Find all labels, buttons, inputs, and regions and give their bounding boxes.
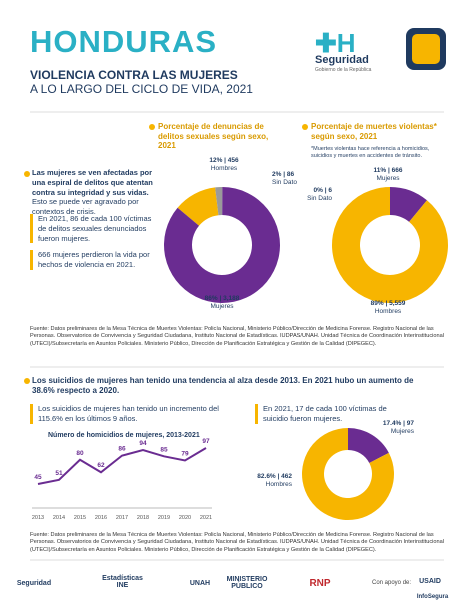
lead: Los suicidios de mujeres han tenido una … [32,376,414,396]
data-label: 79 [181,450,189,457]
x-tick-label: 2020 [179,515,191,521]
subtitle: A LO LARGO DEL CICLO DE VIDA, 2021 [30,82,253,96]
donut-segment [177,187,219,226]
category-label: Sin Dato [272,179,297,186]
footer-logo: UNAH [189,580,211,587]
x-tick-label: 2021 [200,515,212,521]
title: HONDURAS [30,24,218,59]
value-label: 17.4% | 97 [383,420,414,427]
data-label: 62 [97,462,105,469]
chart-title: Porcentaje de muertes violentas* según s… [311,122,437,141]
donut-segment [215,187,223,216]
donut-segment [302,428,395,520]
x-tick-label: 2017 [116,515,128,521]
support-label: Con apoyo de: [372,580,412,586]
value-label: 12% | 456 [209,157,239,164]
x-tick-label: 2018 [137,515,149,521]
bullet [149,124,155,130]
value-label: 82.6% | 462 [257,473,292,480]
lead: Las mujeres se ven afectadas por una esp… [32,168,162,217]
value-label: 0% | 6 [314,187,333,194]
value-label: 89% | 5,559 [371,300,406,307]
logo-sub: Gobierno de la República [315,67,372,73]
donut-segment [332,187,448,303]
donut-segment [348,428,389,463]
footer-logo: Estadísticas INE [102,575,143,589]
data-label: 94 [139,440,147,447]
fact: Los suicidios de mujeres han tenido un i… [30,404,228,424]
source: Fuente: Datos preliminares de la Mesa Té… [30,326,444,347]
fact: En 2021, 17 de cada 100 víctimas de suic… [255,404,413,424]
category-label: Mujeres [210,303,234,310]
value-label: 2% | 86 [272,171,294,178]
footer-logo: Seguridad [16,580,52,587]
category-label: Hombres [266,481,293,488]
chart-title: Número de homicidios de mujeres, 2013-20… [48,432,200,439]
chart-note: *Muertes violentas hace referencia a hom… [311,146,430,159]
x-tick-label: 2015 [74,515,86,521]
x-tick-label: 2016 [95,515,107,521]
category-label: Hombres [211,165,238,172]
category-label: Mujeres [376,175,400,182]
data-label: 51 [55,470,63,477]
partner-logo: USAID [419,578,441,585]
lead-text: Esto se puede ver agravado por contextos… [32,197,139,216]
category-label: Mujeres [391,428,415,435]
value-label: 11% | 666 [374,167,403,174]
data-label: 45 [34,474,42,481]
footer-logo: MINISTERIO PÚBLICO [226,576,268,590]
lead-bold: Las mujeres se ven afectadas por una esp… [32,168,153,197]
data-label: 86 [118,446,126,453]
line [37,447,207,485]
x-tick-label: 2019 [158,515,170,521]
x-tick-label: 2014 [53,515,65,521]
police-badge [412,34,440,64]
data-label: 85 [160,446,168,453]
bullet [24,378,30,384]
bullet [24,171,30,177]
donut-segment [164,187,280,303]
category-label: Hombres [375,308,402,315]
partner-logo: InfoSegura [416,594,449,600]
logo-mark: ✚H [315,28,356,58]
subtitle: VIOLENCIA CONTRA LAS MUJERES [30,68,238,82]
logo-name: Seguridad [315,54,369,66]
chart-title: Porcentaje de denuncias de delitos sexua… [158,122,269,151]
bullet [302,124,308,130]
value-label: 86% | 3,188 [205,295,240,302]
category-label: Sin Dato [307,195,332,202]
x-tick-label: 2013 [32,515,44,521]
footer-logo: RNP [309,578,331,589]
fact: 666 mujeres perdieron la vida por hechos… [30,250,160,270]
data-label: 80 [76,450,84,457]
donut-segment [390,186,427,222]
data-label: 97 [202,438,210,445]
fact: En 2021, 86 de cada 100 víctimas de deli… [30,214,160,244]
source: Fuente: Datos preliminares de la Mesa Té… [30,532,444,553]
